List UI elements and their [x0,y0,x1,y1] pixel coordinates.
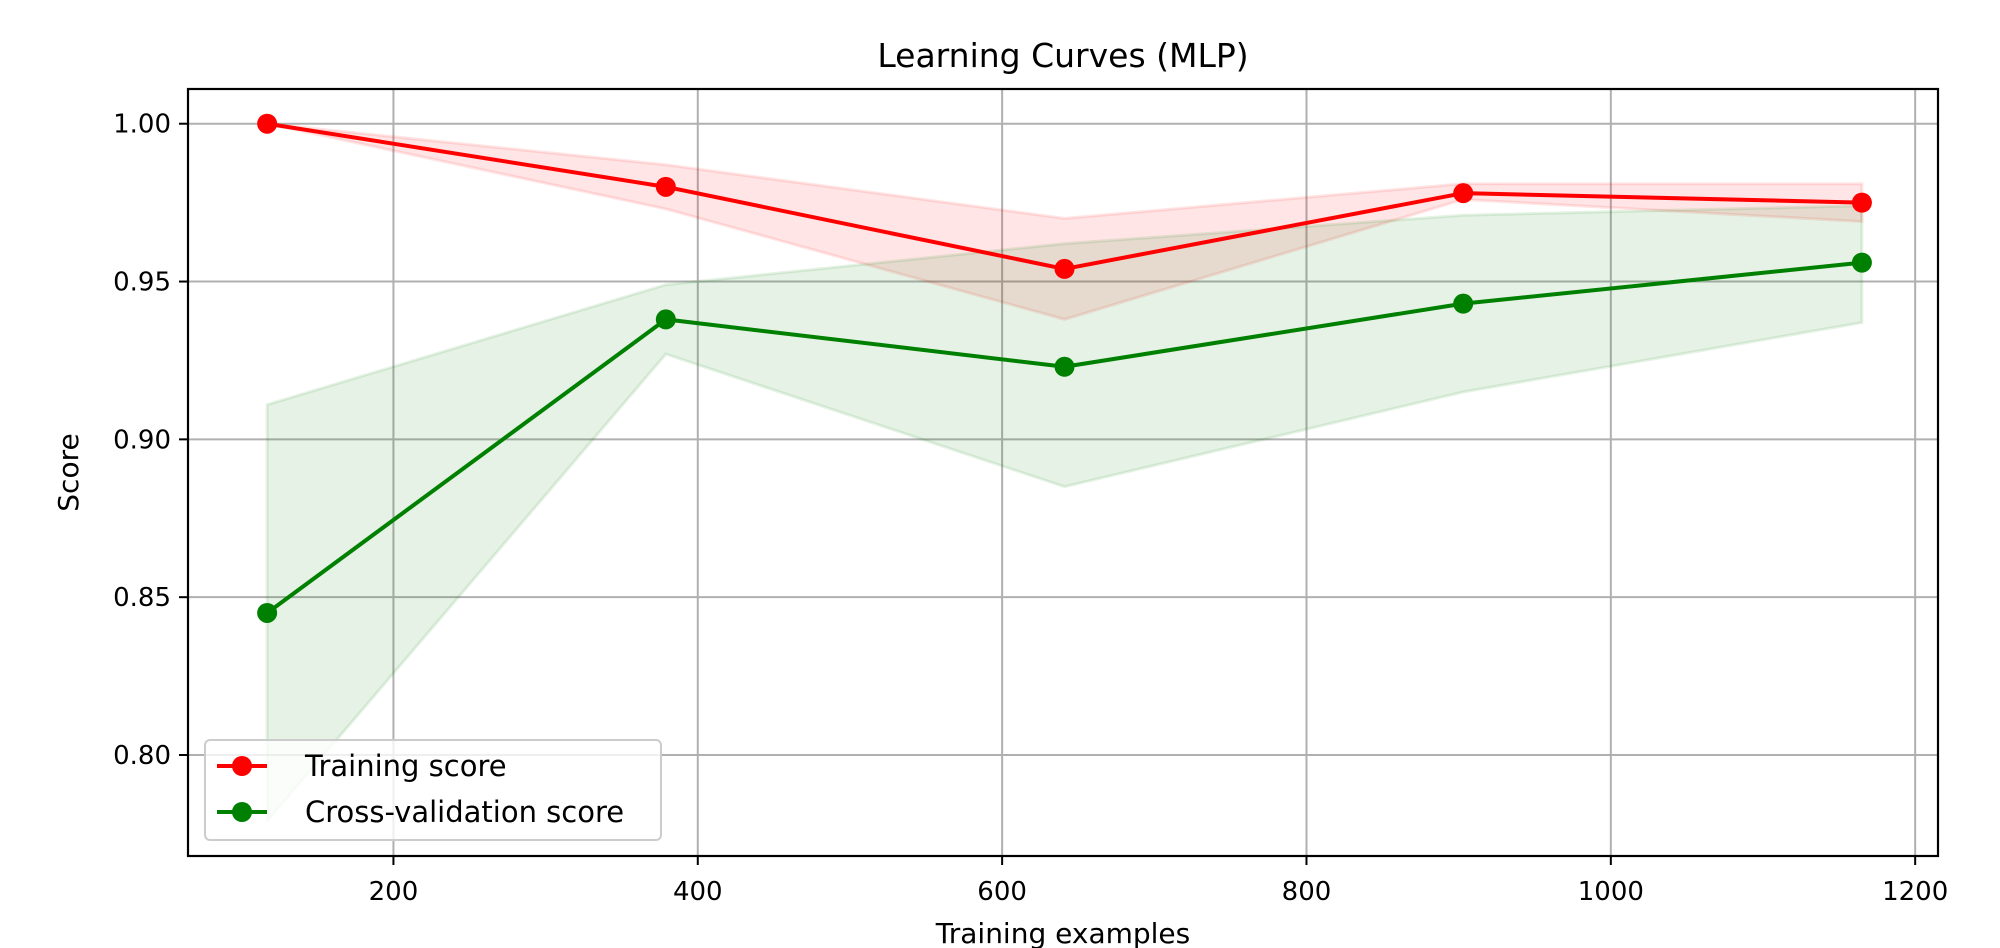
training-score-point [1453,183,1474,204]
training-score-point [1054,258,1075,279]
chart-title: Learning Curves (MLP) [877,36,1248,75]
cross-validation-score-band [265,204,1864,826]
x-tick-label: 1200 [1882,877,1948,907]
training-score-point [1851,192,1872,213]
x-tick-label: 200 [369,877,419,907]
x-axis-label: Training examples [935,917,1191,948]
legend-training-marker [232,756,252,776]
y-tick-label: 0.85 [113,583,171,613]
training-score-point [655,176,676,197]
grid [188,89,1938,856]
legend: Training score Cross-validation score [204,739,662,841]
cross-validation-score-point [1851,252,1872,273]
x-tick-label: 1000 [1578,877,1644,907]
cross-validation-score-point [1453,293,1474,314]
x-tick-label: 800 [1282,877,1332,907]
legend-training-label: Training score [304,749,507,783]
y-tick-label: 0.90 [113,425,171,455]
axis-ticks: 200 400 600 800 1000 1200 0.80 0.85 0.90 0.95 1.00 [113,110,1948,907]
x-tick-label: 600 [977,877,1027,907]
cross-validation-score-point [257,602,278,623]
cross-validation-score-point [655,309,676,330]
plot-frame [186,87,1940,858]
y-tick-label: 0.95 [113,268,171,298]
cross-validation-score-point [1054,356,1075,377]
y-tick-label: 1.00 [113,110,171,140]
series-markers [257,113,1872,623]
training-score-point [257,113,278,134]
y-axis-label: Score [52,433,85,511]
legend-cross-validation-label: Cross-validation score [305,795,624,829]
x-tick-label: 400 [673,877,723,907]
legend-box [204,739,662,841]
y-tick-label: 0.80 [113,741,171,771]
legend-cross-validation-marker [232,802,252,822]
